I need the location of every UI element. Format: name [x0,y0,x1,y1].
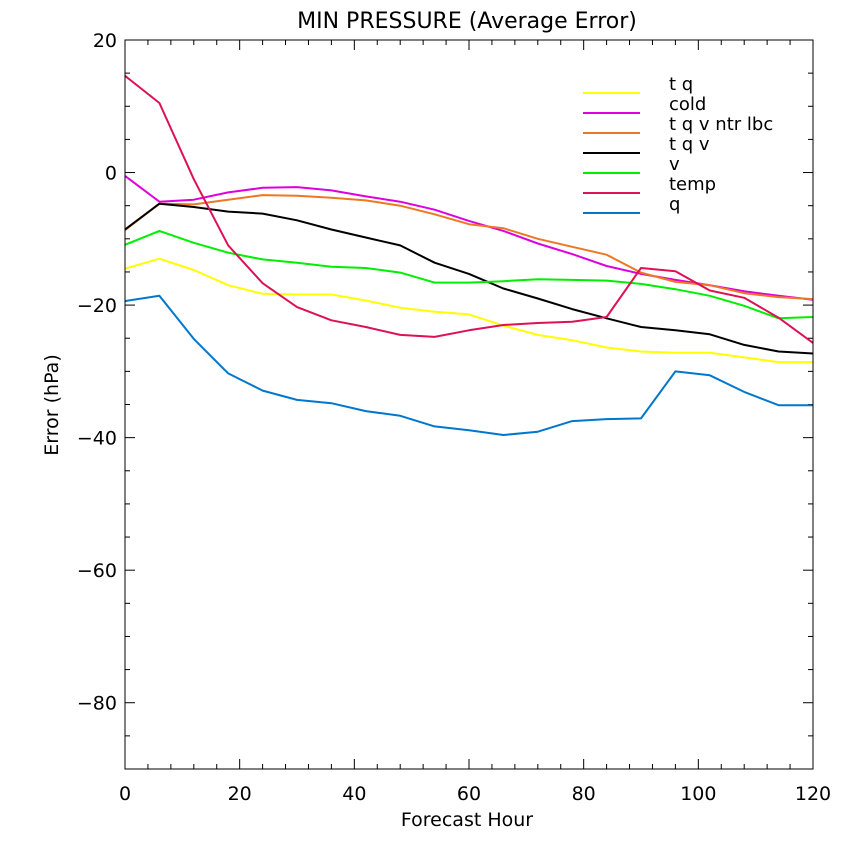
x-tick-label: 120 [795,783,831,805]
legend-label: t q [669,74,693,95]
x-tick-label: 40 [342,783,366,805]
x-tick-label: 100 [680,783,716,805]
plot-frame [124,39,814,770]
x-tick-label: 20 [228,783,252,805]
series-line-temp [124,75,814,344]
series-line-t-q [124,257,813,364]
legend-label: v [669,154,680,175]
y-tick-label: 20 [93,30,117,52]
legend-label: t q v ntr lbc [669,114,773,135]
y-axis-label: Error (hPa) [41,354,63,455]
chart-title: MIN PRESSURE (Average Error) [297,9,637,34]
legend-label: cold [669,94,706,115]
series-lines [124,75,814,436]
legend-label: temp [669,174,716,195]
x-tick-label: 60 [457,783,481,805]
legend-label: t q v [669,134,710,155]
y-tick-label: −40 [77,428,117,450]
series-line-v [124,229,814,320]
axis-ticks: 0 20 40 60 80 100 120 −80 −60 −40 −20 0 20 [77,30,831,805]
y-tick-label: −60 [77,560,117,582]
y-tick-label: −80 [77,693,117,715]
x-axis-label: Forecast Hour [401,809,533,831]
legend-label: q [669,194,680,215]
x-tick-label: 80 [572,783,596,805]
series-line-q [124,294,813,436]
y-tick-label: 0 [105,163,117,185]
y-tick-label: −20 [77,295,117,317]
series-line-t-q-v [124,202,814,355]
x-tick-label: 0 [119,783,131,805]
